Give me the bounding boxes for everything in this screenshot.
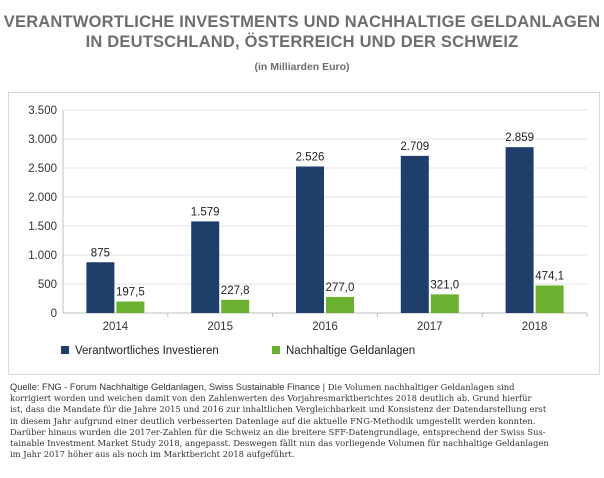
bar — [535, 285, 564, 313]
data-label: 321,0 — [430, 279, 459, 291]
source-note: Quelle: FNG - Forum Nachhaltige Geldanla… — [10, 382, 594, 460]
bar — [191, 221, 220, 313]
chart-subtitle: (in Milliarden Euro) — [254, 61, 350, 73]
legend-swatch — [272, 346, 280, 354]
chart-title-line-2: IN DEUTSCHLAND, ÖSTERREICH UND DER SCHWE… — [85, 33, 519, 51]
source-note-line-1-rest: Die Volumen nachhaltiger Geldanlagen sin… — [327, 382, 515, 392]
chart-title-line-1: VERANTWORTLICHE INVESTMENTS UND NACHHALT… — [3, 13, 601, 31]
source-lead: Quelle: FNG - Forum Nachhaltige Geldanla… — [10, 382, 326, 392]
data-label: 2.526 — [296, 151, 325, 163]
bar — [505, 147, 534, 313]
y-tick-label: 0 — [51, 308, 57, 320]
bar-chart: 0 500 1.000 1.500 2.000 2.500 3.000 3.500 875 197… — [28, 105, 588, 357]
chart-panel: 0 500 1.000 1.500 2.000 2.500 3.000 3.500 875 197… — [8, 92, 600, 375]
source-note-line-5: Darüber hinaus wurden die 2017er-Zahlen … — [10, 426, 546, 437]
legend-label: Nachhaltige Geldanlagen — [286, 345, 415, 357]
y-tick-label: 1.000 — [28, 250, 57, 262]
data-label: 227,8 — [221, 285, 250, 297]
y-tick-label: 1.500 — [28, 221, 57, 233]
data-label: 1.579 — [191, 206, 220, 218]
y-tick-label: 3.500 — [28, 105, 57, 117]
x-tick-label: 2014 — [103, 321, 129, 333]
data-label: 197,5 — [116, 287, 145, 299]
bar — [86, 262, 115, 313]
x-tick-label: 2016 — [312, 321, 338, 333]
x-tick-label: 2018 — [522, 321, 548, 333]
x-tick-label: 2015 — [207, 321, 233, 333]
chart-title: VERANTWORTLICHE INVESTMENTS UND NACHHALT… — [0, 12, 604, 52]
source-note-line-3: ist, dass die Mandate für die Jahre 2015… — [10, 404, 547, 415]
bar — [116, 301, 145, 313]
bar — [296, 166, 324, 313]
data-label: 875 — [91, 247, 110, 259]
bar — [326, 296, 354, 313]
source-note-line-7: im Jahr 2017 höher aus als noch im Markt… — [10, 449, 295, 460]
x-tick-label: 2017 — [417, 321, 443, 333]
y-tick-label: 2.500 — [28, 163, 57, 175]
source-note-line-6: tainable Investment Market Study 2018, a… — [10, 438, 549, 449]
data-label: 474,1 — [535, 271, 564, 283]
legend-label: Verantwortliches Investieren — [75, 345, 219, 357]
legend-swatch — [61, 346, 69, 354]
bar — [221, 299, 250, 313]
data-label: 2.859 — [505, 132, 534, 144]
source-note-line-4: in diesem Jahr aufgrund einer deutlich v… — [10, 415, 536, 426]
source-note-line-2: korrigiert worden und weichen damit von … — [10, 393, 532, 404]
bar — [400, 155, 429, 313]
y-tick-label: 500 — [38, 279, 57, 291]
y-tick-label: 2.000 — [28, 192, 57, 204]
y-tick-label: 3.000 — [28, 134, 57, 146]
data-label: 2.709 — [400, 141, 429, 153]
data-label: 277,0 — [326, 282, 355, 294]
bar — [430, 294, 459, 313]
source-note-line-1: Quelle: FNG - Forum Nachhaltige Geldanla… — [10, 382, 594, 393]
